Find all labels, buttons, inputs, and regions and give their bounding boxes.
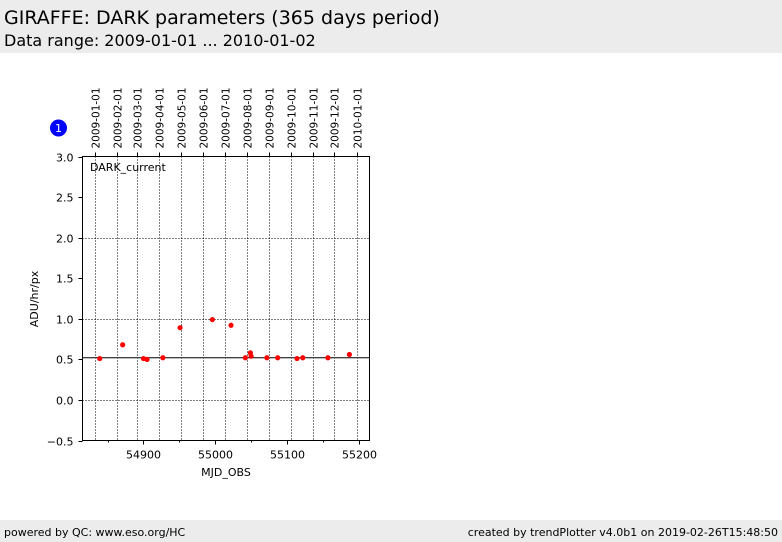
header-panel: GIRAFFE: DARK parameters (365 days perio… — [0, 0, 782, 53]
data-point — [160, 355, 166, 361]
x-tick-label: 55000 — [198, 449, 233, 462]
data-point — [97, 355, 103, 362]
page-title: GIRAFFE: DARK parameters (365 days perio… — [4, 7, 440, 29]
y-tick-label: 2.5 — [56, 192, 74, 205]
top-date-label: 2009-11-01 — [309, 87, 321, 148]
top-date-label: 2009-02-01 — [113, 87, 125, 148]
y-axis-label: ADU/hr/px — [28, 270, 41, 327]
top-date-label: 2010-01-01 — [353, 87, 365, 148]
plot-frame — [82, 156, 370, 441]
y-tick-label: 3.0 — [56, 152, 74, 165]
data-point — [144, 356, 150, 362]
y-tick-label: 1.0 — [56, 314, 74, 327]
top-date-label: 2009-07-01 — [221, 87, 233, 148]
x-tick-label: 55100 — [270, 449, 305, 462]
footer-panel: powered by QC: www.eso.org/HC created by… — [0, 520, 782, 542]
y-tick-label: 2.0 — [56, 233, 74, 246]
plot-number-label: 1 — [55, 122, 62, 135]
data-point — [275, 355, 281, 361]
y-tick-label: 0.0 — [56, 395, 74, 408]
data-point — [120, 342, 126, 348]
data-point — [177, 325, 183, 331]
top-date-label: 2009-08-01 — [243, 87, 255, 148]
data-point — [325, 355, 331, 361]
dark-current-chart: 1 −0.5 0.0 0.5 1.0 1.5 2.0 2.5 3.0 54900 55000 551… — [28, 87, 377, 479]
y-tick-label: −0.5 — [47, 436, 74, 449]
footer-credit: powered by QC: www.eso.org/HC — [4, 526, 186, 539]
x-tick-label: 54900 — [126, 449, 161, 462]
series-annotation: DARK_current — [90, 161, 167, 174]
data-point — [248, 353, 254, 359]
footer-created-by: created by trendPlotter v4.0b1 on 2019-0… — [467, 526, 778, 539]
top-date-label: 2009-09-01 — [265, 87, 277, 148]
plot-number-badge — [50, 119, 67, 137]
data-point — [294, 355, 300, 362]
data-point — [209, 316, 215, 323]
data-point — [242, 355, 248, 361]
top-date-label: 2009-03-01 — [133, 87, 145, 148]
top-date-label: 2009-06-01 — [199, 87, 211, 148]
y-tick-label: 1.5 — [56, 273, 74, 286]
data-point — [346, 351, 353, 358]
top-date-label: 2009-12-01 — [330, 87, 342, 148]
data-point — [300, 355, 306, 361]
top-date-label: 2009-05-01 — [177, 87, 189, 148]
data-point — [228, 322, 234, 328]
x-tick-label: 55200 — [342, 449, 377, 462]
data-point — [264, 355, 270, 361]
top-date-label: 2009-04-01 — [155, 87, 167, 148]
data-range-subtitle: Data range: 2009-01-01 ... 2010-01-02 — [4, 31, 316, 50]
top-date-label: 2009-01-01 — [91, 87, 103, 148]
y-tick-label: 0.5 — [56, 354, 74, 367]
x-axis-label: MJD_OBS — [201, 466, 251, 479]
top-date-label: 2009-10-01 — [287, 87, 299, 148]
